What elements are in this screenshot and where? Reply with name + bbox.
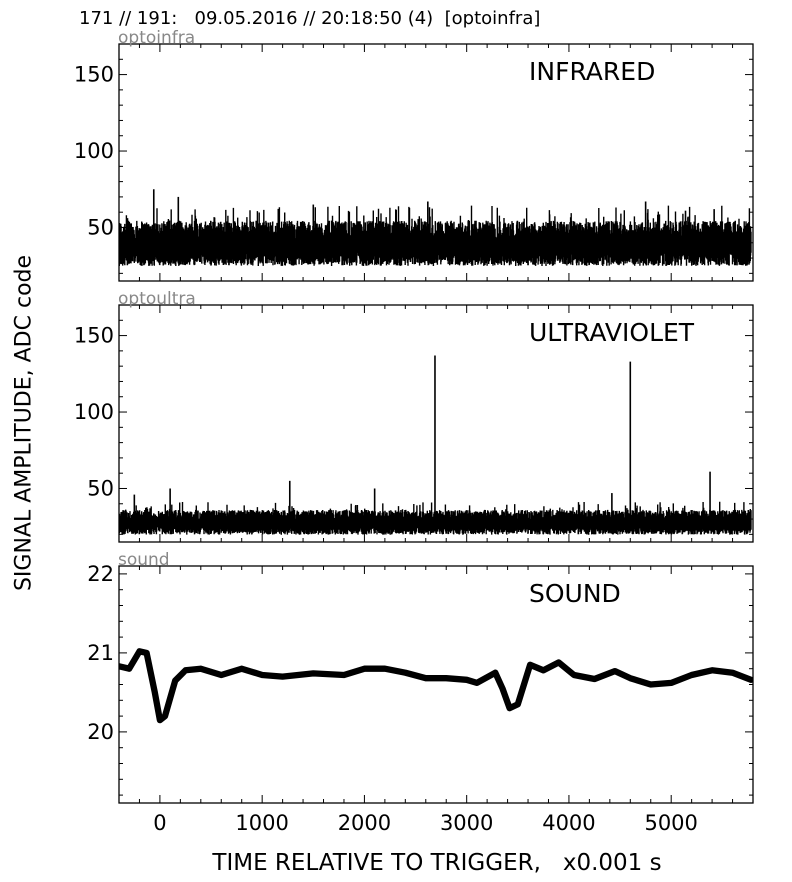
y-tick-label: 150 [74, 63, 114, 87]
series-trace [119, 501, 752, 535]
y-tick-label: 100 [74, 400, 114, 424]
y-tick-label: 50 [87, 215, 114, 239]
sensor-label: optoinfra [118, 28, 195, 48]
y-tick-label: 21 [87, 641, 114, 665]
y-tick-label: 22 [87, 562, 114, 586]
sensor-label: sound [118, 550, 170, 570]
plot-frame [118, 43, 754, 282]
x-tick-label: 3000 [440, 811, 493, 835]
series-line [119, 648, 753, 724]
y-tick-label: 50 [87, 476, 114, 500]
series-trace [119, 205, 752, 266]
y-tick-label: 150 [74, 324, 114, 348]
plot-frame [118, 304, 754, 543]
sensor-label: optoultra [118, 289, 196, 309]
panel-title: ULTRAVIOLET [529, 318, 695, 347]
x-tick-label: 4000 [542, 811, 595, 835]
x-tick-label: 2000 [338, 811, 391, 835]
x-tick-label: 0 [153, 811, 166, 835]
x-tick-label: 5000 [644, 811, 697, 835]
x-axis-label: TIME RELATIVE TO TRIGGER, x0.001 s [212, 850, 662, 876]
chart-header: 171 // 191: 09.05.2016 // 20:18:50 (4) [… [79, 8, 541, 29]
y-tick-label: 100 [74, 139, 114, 163]
panel-title: INFRARED [529, 57, 655, 86]
y-tick-label: 20 [87, 720, 114, 744]
panel-title: SOUND [529, 579, 621, 608]
x-tick-label: 1000 [235, 811, 288, 835]
